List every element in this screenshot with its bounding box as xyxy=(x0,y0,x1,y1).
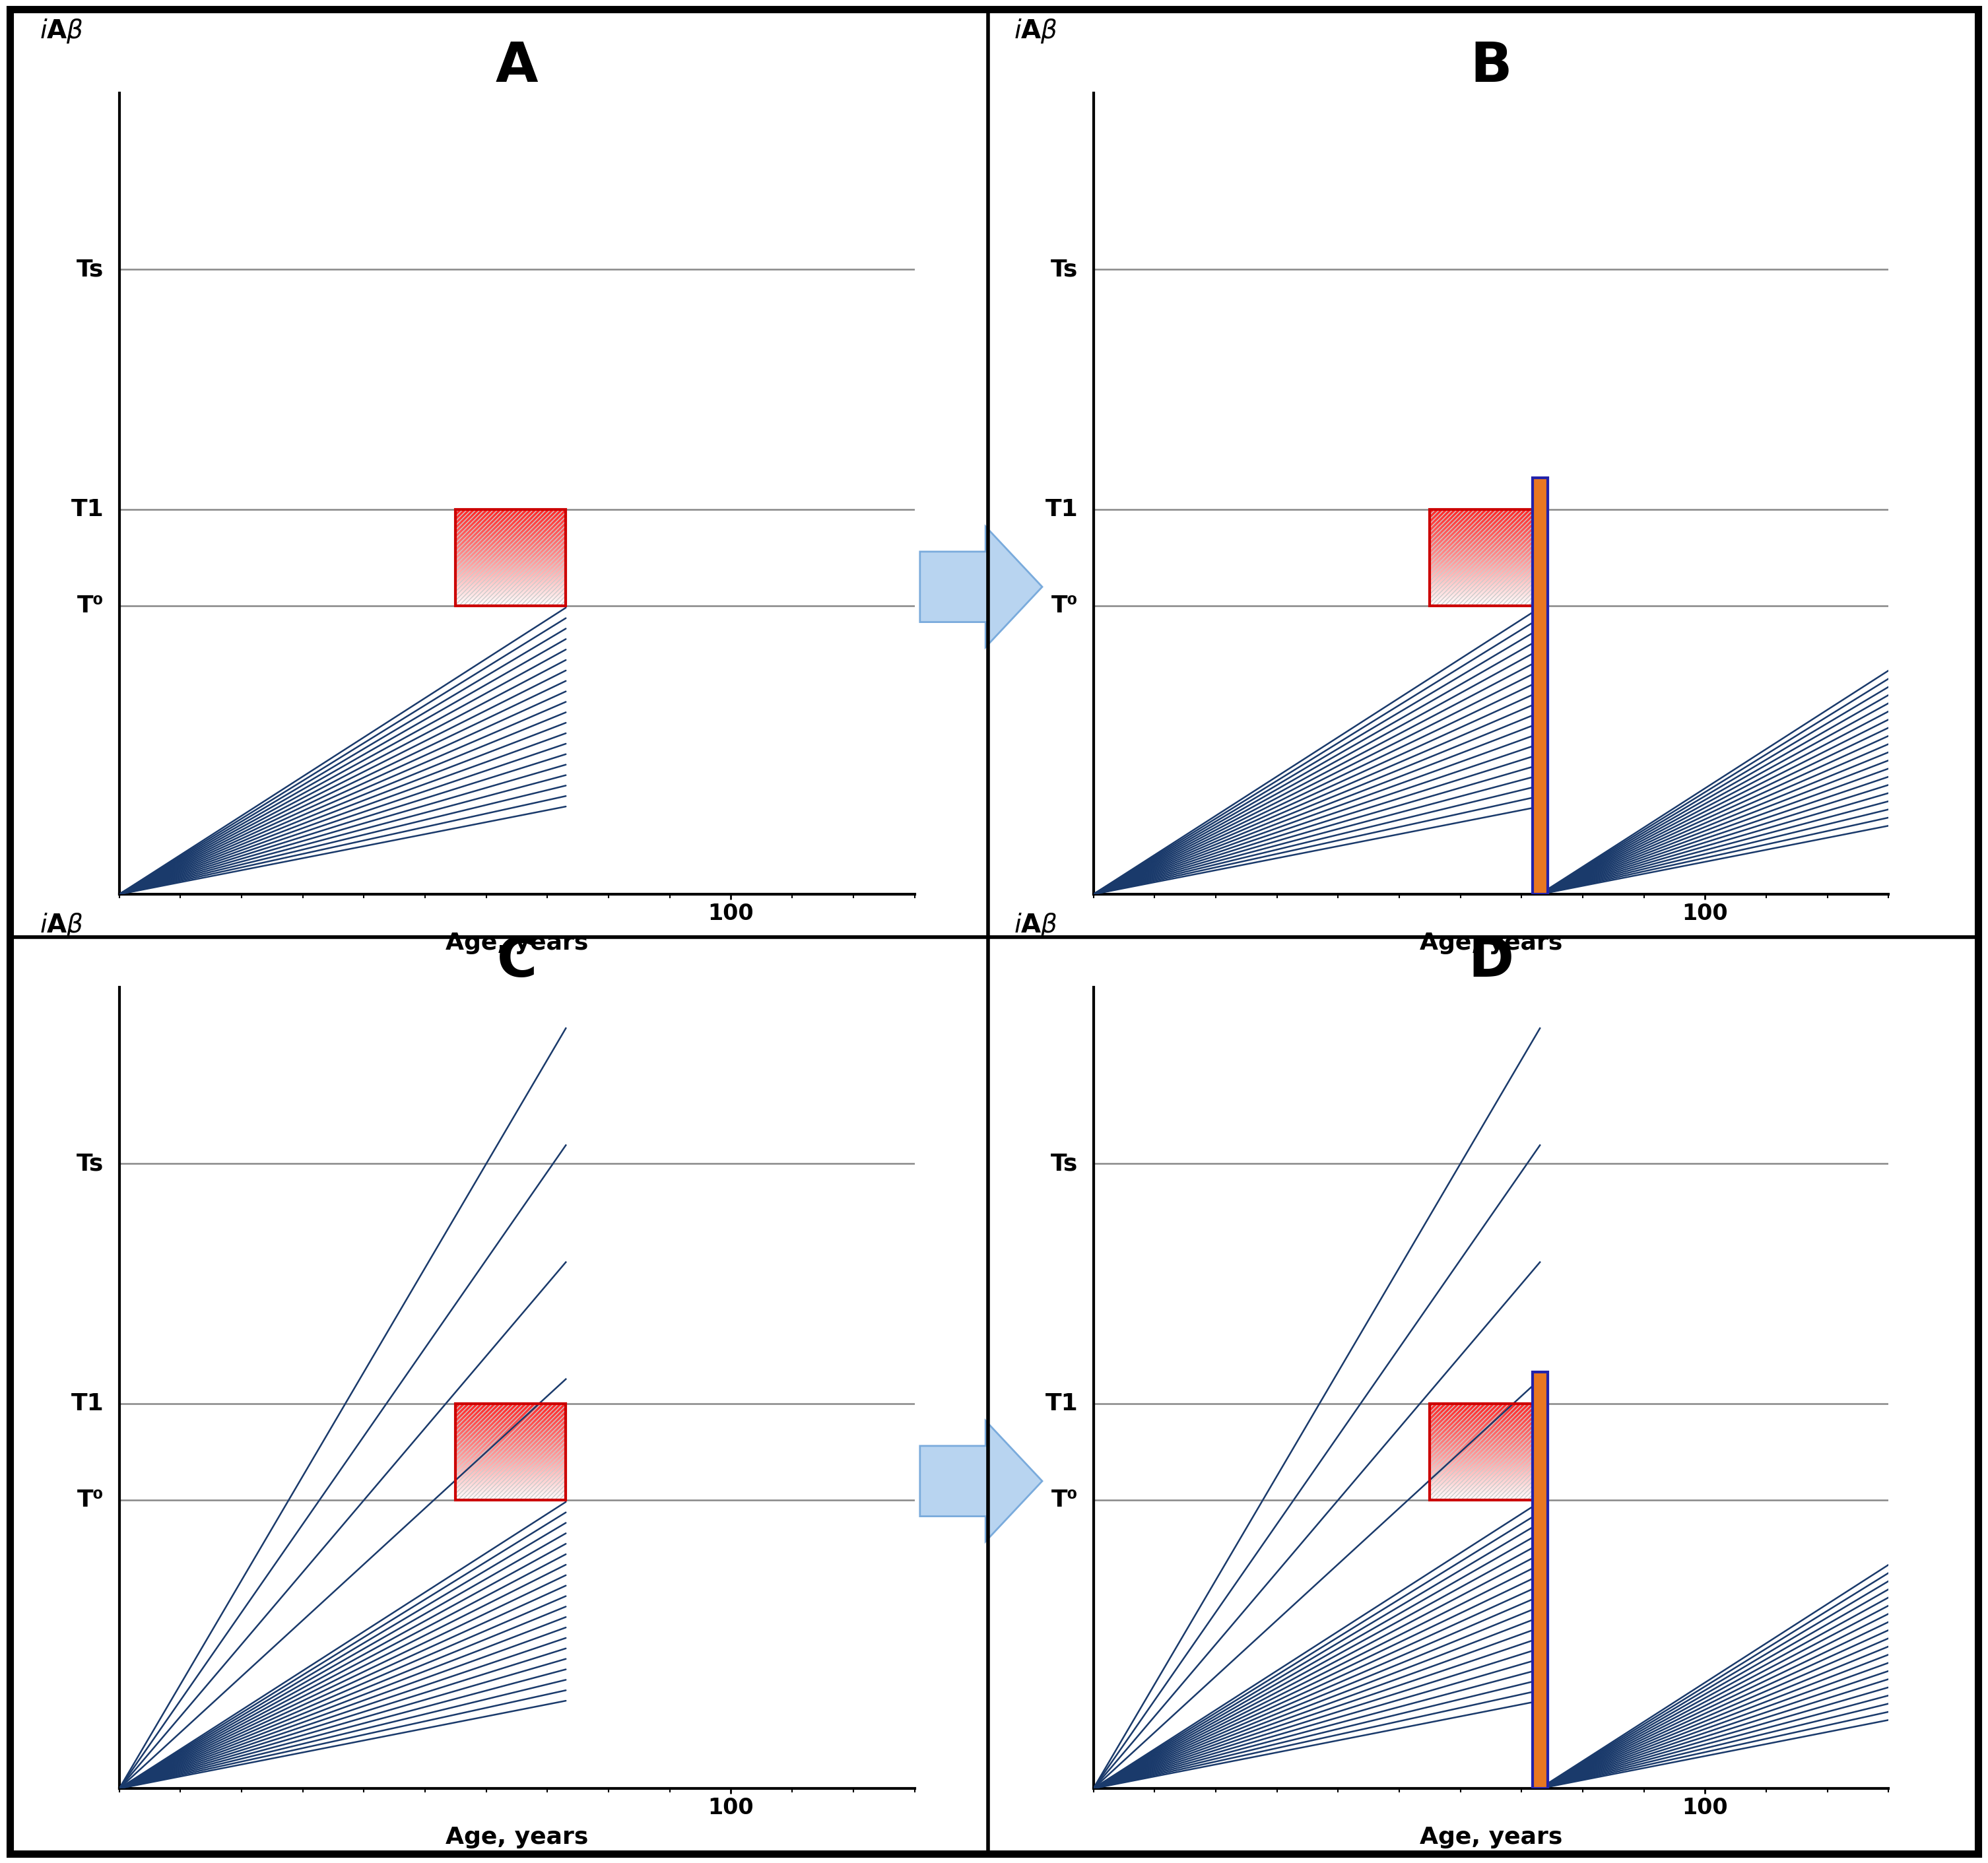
Bar xyxy=(1429,1405,1541,1500)
Text: T⁰: T⁰ xyxy=(78,1489,103,1511)
Text: Ts: Ts xyxy=(78,259,103,281)
Bar xyxy=(1533,477,1547,894)
Text: T1: T1 xyxy=(72,499,103,522)
Bar xyxy=(455,1405,567,1500)
Text: T⁰: T⁰ xyxy=(78,594,103,617)
X-axis label: Age, years: Age, years xyxy=(1419,932,1563,954)
Bar xyxy=(1429,510,1541,605)
Text: T⁰: T⁰ xyxy=(1052,1489,1077,1511)
Text: T1: T1 xyxy=(72,1394,103,1416)
Text: Ts: Ts xyxy=(1052,1153,1077,1176)
FancyArrow shape xyxy=(920,527,1042,646)
Text: $i$A$\beta$: $i$A$\beta$ xyxy=(1014,17,1058,45)
X-axis label: Age, years: Age, years xyxy=(445,932,588,954)
X-axis label: Age, years: Age, years xyxy=(1419,1826,1563,1848)
Text: Ts: Ts xyxy=(1052,259,1077,281)
Bar xyxy=(455,1405,567,1500)
Text: $i$A$\beta$: $i$A$\beta$ xyxy=(40,17,83,45)
Bar xyxy=(1533,477,1547,894)
FancyArrow shape xyxy=(920,1421,1042,1541)
Text: T1: T1 xyxy=(1046,1394,1077,1416)
Bar xyxy=(455,510,567,605)
Bar xyxy=(1429,1405,1541,1500)
Bar xyxy=(1533,1371,1547,1788)
Title: D: D xyxy=(1469,933,1513,987)
Text: Ts: Ts xyxy=(78,1153,103,1176)
Bar xyxy=(1533,1371,1547,1788)
Title: B: B xyxy=(1469,39,1513,93)
Text: T1: T1 xyxy=(1046,499,1077,522)
Title: C: C xyxy=(497,933,537,987)
Title: A: A xyxy=(495,39,539,93)
Text: T⁰: T⁰ xyxy=(1052,594,1077,617)
Bar xyxy=(455,510,567,605)
Text: $i$A$\beta$: $i$A$\beta$ xyxy=(40,911,83,939)
Bar xyxy=(1429,510,1541,605)
X-axis label: Age, years: Age, years xyxy=(445,1826,588,1848)
Text: $i$A$\beta$: $i$A$\beta$ xyxy=(1014,911,1058,939)
